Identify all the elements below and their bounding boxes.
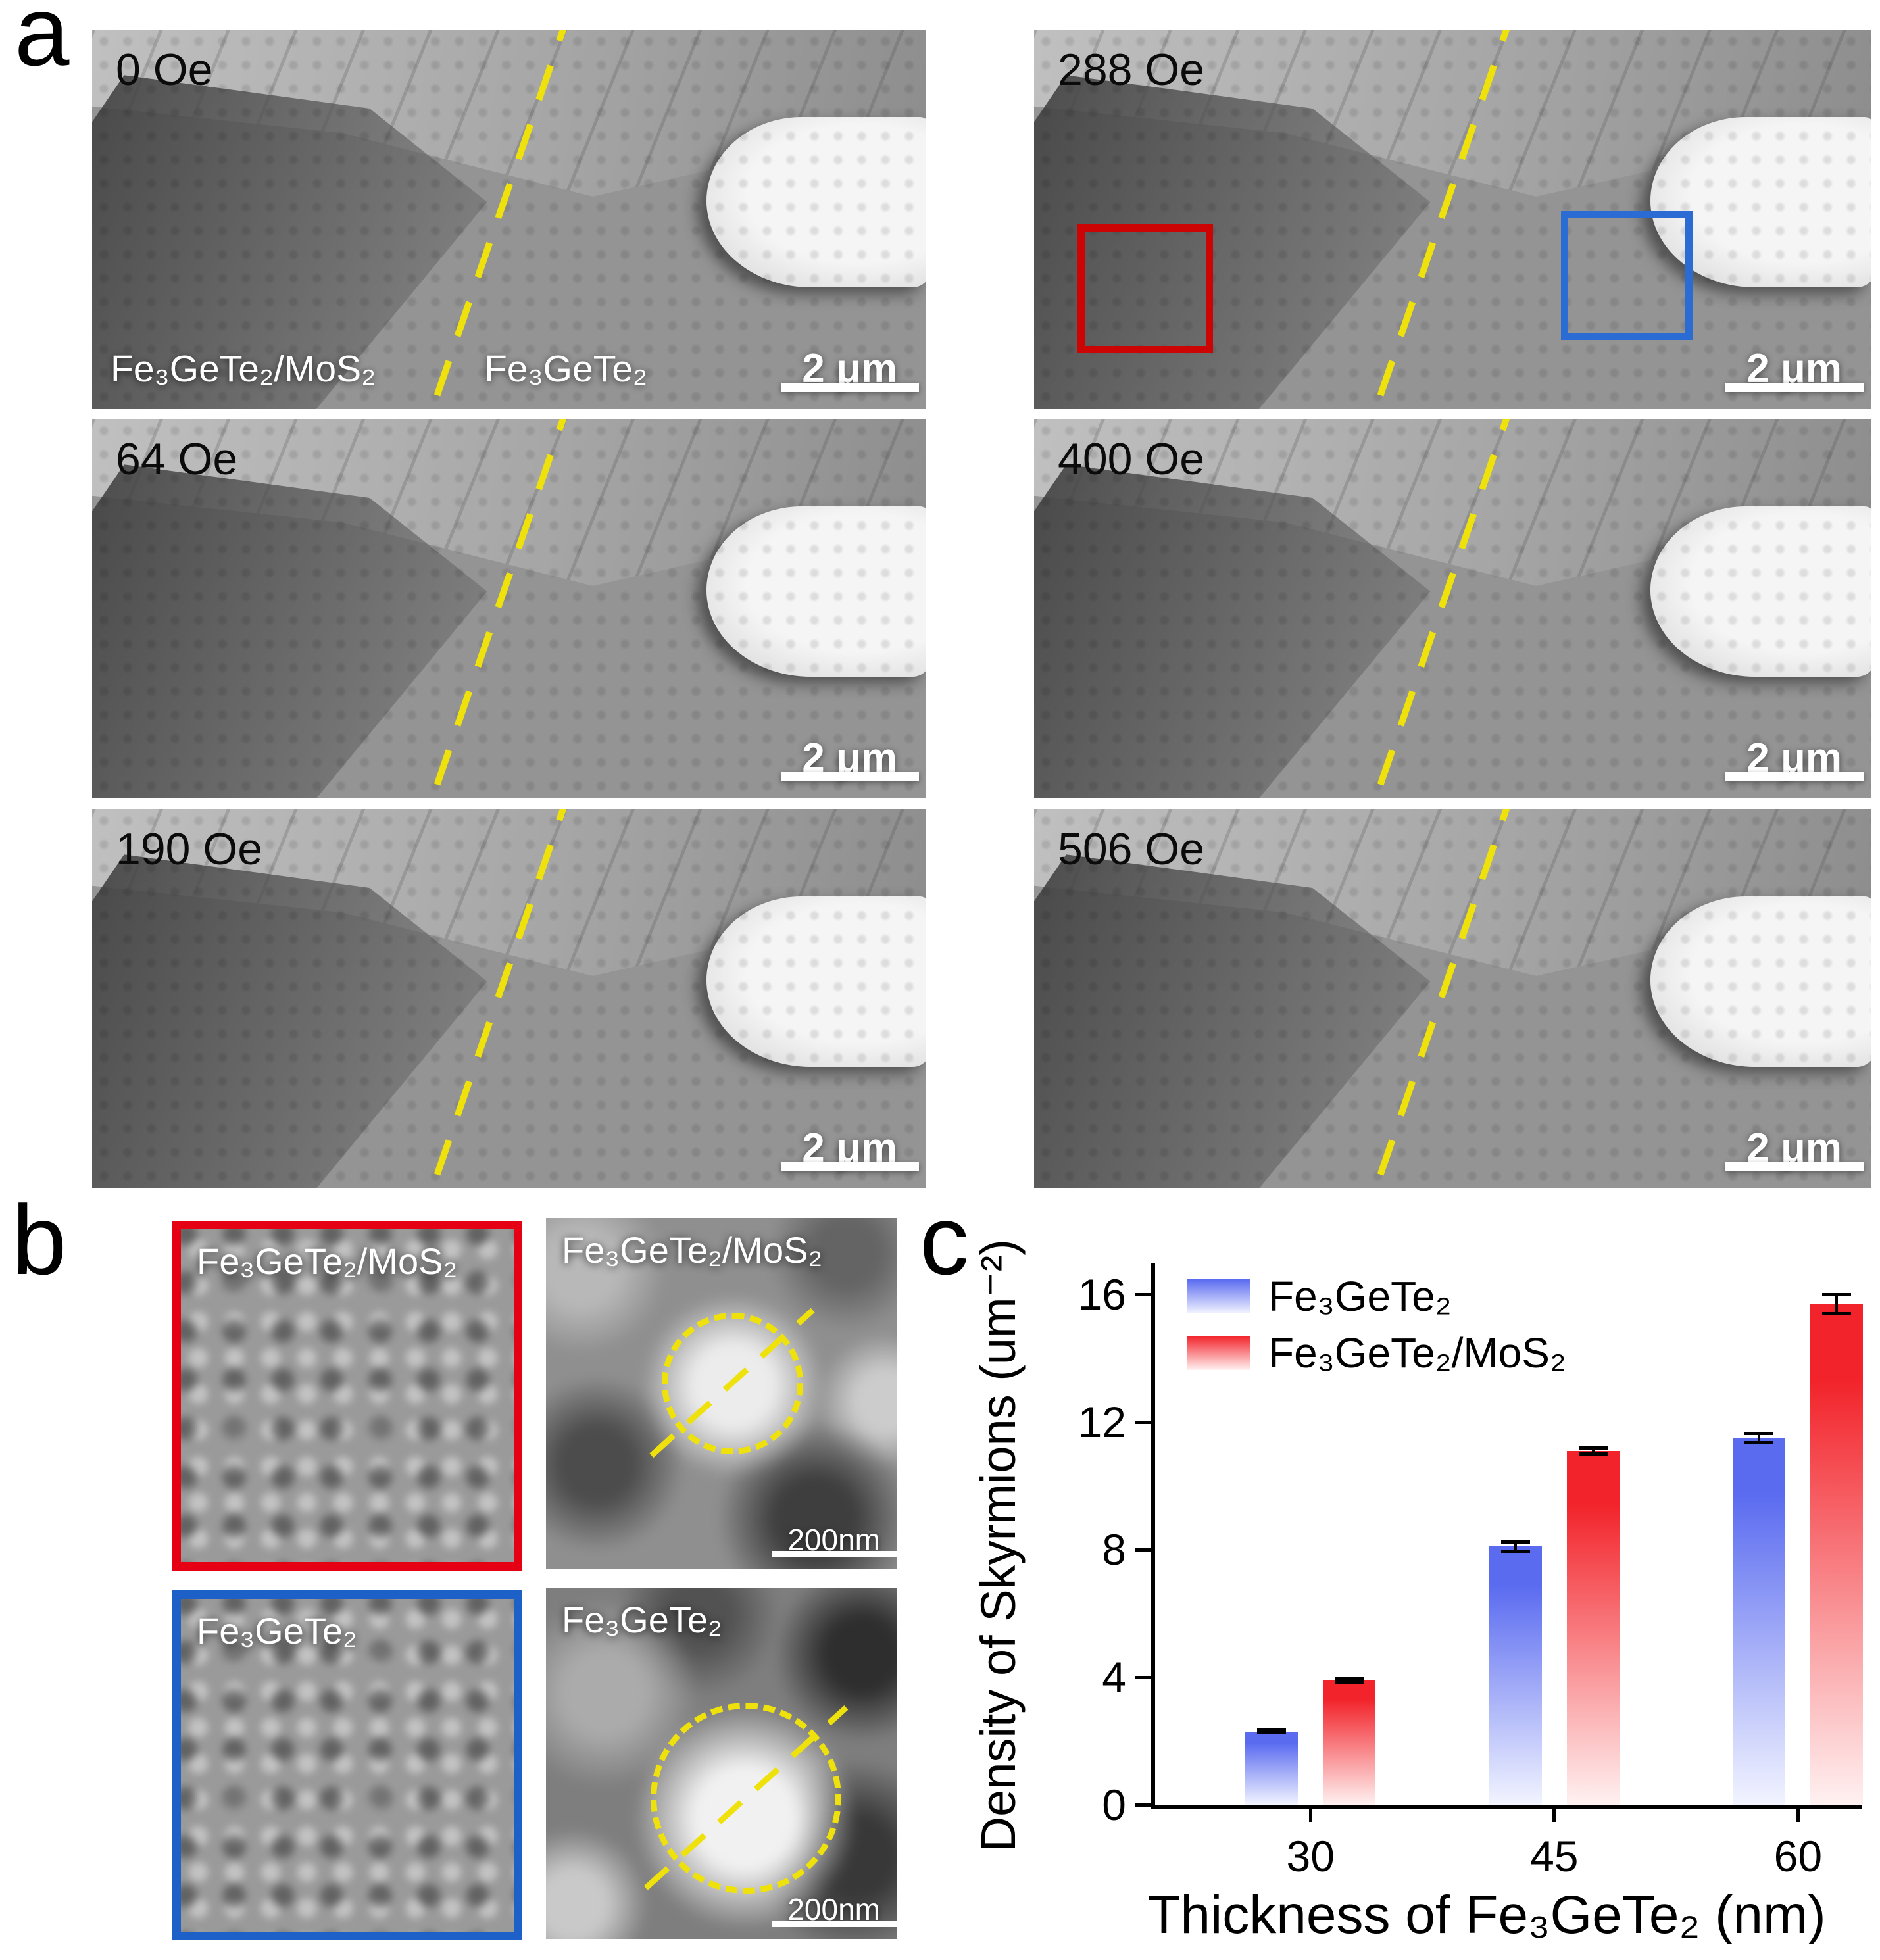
crop-fgt: Fe₃GeTe₂ [172, 1590, 522, 1940]
skyrmion-texture [1034, 30, 1871, 409]
y-tick [1135, 1420, 1151, 1424]
y-tick-label: 0 [1102, 1780, 1126, 1829]
legend-item-fgt-mos2: Fe₃GeTe₂/MoS₂ [1187, 1329, 1566, 1377]
error-bar [1744, 1431, 1774, 1445]
closeup-fgt-mos2: Fe₃GeTe₂/MoS₂ 200nm [546, 1218, 897, 1569]
x-tick [1796, 1809, 1800, 1822]
y-tick [1135, 1675, 1151, 1679]
skyrmion-texture [1034, 809, 1871, 1188]
x-tick [1308, 1809, 1312, 1822]
bar-fgt-mos2-45nm [1566, 1450, 1620, 1805]
bright-substrate-region [706, 506, 926, 677]
skyrmion-texture [92, 809, 926, 1188]
field-label: 190 Oe [116, 824, 263, 874]
panel-b-label: b [12, 1185, 67, 1295]
scale-bar-line [1725, 772, 1864, 781]
bar-fgt-mos2-60nm [1810, 1304, 1864, 1805]
y-axis-title: Density of Skyrmions (um⁻²) [966, 1237, 1031, 1855]
closeup-fgt: Fe₃GeTe₂ 200nm [546, 1588, 897, 1939]
field-label: 0 Oe [116, 45, 213, 95]
error-bar [1335, 1677, 1364, 1684]
bar-fgt-60nm [1733, 1438, 1786, 1805]
y-tick-label: 8 [1102, 1525, 1126, 1575]
panel-c-label: c [920, 1185, 969, 1295]
scale-bar-line [1725, 1162, 1864, 1171]
micrograph-400oe: 400 Oe 2 μm [1034, 419, 1871, 798]
scale-bar-line [771, 1551, 897, 1557]
skyrmion-texture [92, 419, 926, 798]
crop-fgt-mos2: Fe₃GeTe₂/MoS₂ [172, 1221, 522, 1571]
y-tick-label: 4 [1102, 1653, 1126, 1702]
skyrmion-density-chart: Density of Skyrmions (um⁻²) Fe₃GeTe₂ Fe₃… [954, 1237, 1880, 1960]
legend-swatch-fgt [1187, 1279, 1250, 1313]
field-label: 64 Oe [116, 434, 238, 484]
skyrmion-lattice-texture [181, 1599, 514, 1932]
roi-blue-box [1561, 211, 1693, 340]
scale-bar: 2 μm [1725, 735, 1864, 781]
x-tick-label: 45 [1530, 1832, 1579, 1880]
y-tick-label: 12 [1077, 1398, 1126, 1447]
legend-swatch-fgt-mos2 [1187, 1336, 1250, 1370]
x-tick [1552, 1809, 1556, 1822]
x-tick-label: 60 [1773, 1832, 1823, 1880]
micrograph-506oe: 506 Oe 2 μm [1034, 809, 1871, 1188]
panel-a-label: a [14, 0, 70, 86]
chart-plot: Fe₃GeTe₂ Fe₃GeTe₂/MoS₂ 0 4 8 12 16 30 45 60 [1078, 1263, 1864, 1880]
scale-bar: 2 μm [780, 735, 919, 781]
field-label: 506 Oe [1058, 824, 1205, 874]
crop-title: Fe₃GeTe₂ [197, 1610, 357, 1652]
field-label: 400 Oe [1058, 434, 1205, 484]
skyrmion-dashed-circle [651, 1703, 842, 1894]
scale-bar-line [1725, 383, 1864, 392]
error-bar [1257, 1728, 1287, 1735]
micrograph-64oe: 64 Oe 2 μm [92, 419, 926, 798]
x-axis-title: Thickness of Fe₃GeTe₂ (nm) [1147, 1885, 1826, 1945]
scale-bar: 2 μm [780, 1125, 919, 1171]
bright-substrate-region [706, 116, 926, 288]
bar-fgt-45nm [1489, 1546, 1542, 1805]
scale-bar-line [771, 1921, 897, 1927]
legend-label-fgt: Fe₃GeTe₂ [1268, 1273, 1452, 1320]
scale-bar-line [780, 383, 919, 392]
bright-substrate-region [1650, 896, 1871, 1067]
y-axis-title-text: Density of Skyrmions (um⁻²) [971, 1239, 1026, 1852]
skyrmion-dashed-circle [662, 1312, 804, 1454]
x-tick-label: 30 [1286, 1832, 1335, 1880]
error-bar [1822, 1293, 1852, 1315]
region-label-fgt: Fe₃GeTe₂ [483, 348, 648, 390]
bright-substrate-region [706, 896, 926, 1067]
skyrmion-texture [1034, 419, 1871, 798]
y-tick [1135, 1803, 1151, 1807]
scale-bar: 200nm [771, 1522, 897, 1557]
bar-fgt-30nm [1245, 1731, 1299, 1805]
y-tick [1135, 1548, 1151, 1552]
scale-bar: 2 μm [1725, 1125, 1864, 1171]
field-label: 288 Oe [1058, 45, 1205, 95]
roi-red-box [1077, 224, 1213, 353]
skyrmion-lattice-texture [181, 1229, 514, 1562]
y-tick [1135, 1292, 1151, 1296]
micrograph-288oe: 288 Oe 2 μm [1034, 30, 1871, 409]
scale-bar: 2 μm [1725, 345, 1864, 392]
y-tick-label: 16 [1077, 1270, 1126, 1319]
crop-title: Fe₃GeTe₂/MoS₂ [197, 1240, 458, 1282]
micrograph-0oe: 0 Oe Fe₃GeTe₂/MoS₂ Fe₃GeTe₂ 2 μm [92, 30, 926, 409]
error-bar [1578, 1446, 1608, 1456]
skyrmion-texture [92, 30, 926, 409]
chart-legend: Fe₃GeTe₂ Fe₃GeTe₂/MoS₂ [1187, 1272, 1566, 1377]
closeup-title: Fe₃GeTe₂ [562, 1599, 722, 1640]
scale-bar-line [780, 1162, 919, 1171]
legend-label-fgt-mos2: Fe₃GeTe₂/MoS₂ [1268, 1329, 1566, 1377]
bar-fgt-mos2-30nm [1323, 1680, 1376, 1805]
error-bar [1500, 1540, 1530, 1554]
scale-bar: 200nm [771, 1892, 897, 1927]
legend-item-fgt: Fe₃GeTe₂ [1187, 1272, 1566, 1321]
region-label-heterostructure: Fe₃GeTe₂/MoS₂ [111, 348, 376, 390]
scale-bar-line [780, 772, 919, 781]
closeup-title: Fe₃GeTe₂/MoS₂ [562, 1229, 823, 1271]
micrograph-190oe: 190 Oe 2 μm [92, 809, 926, 1188]
bright-substrate-region [1650, 506, 1871, 677]
scale-bar: 2 μm [780, 345, 919, 392]
